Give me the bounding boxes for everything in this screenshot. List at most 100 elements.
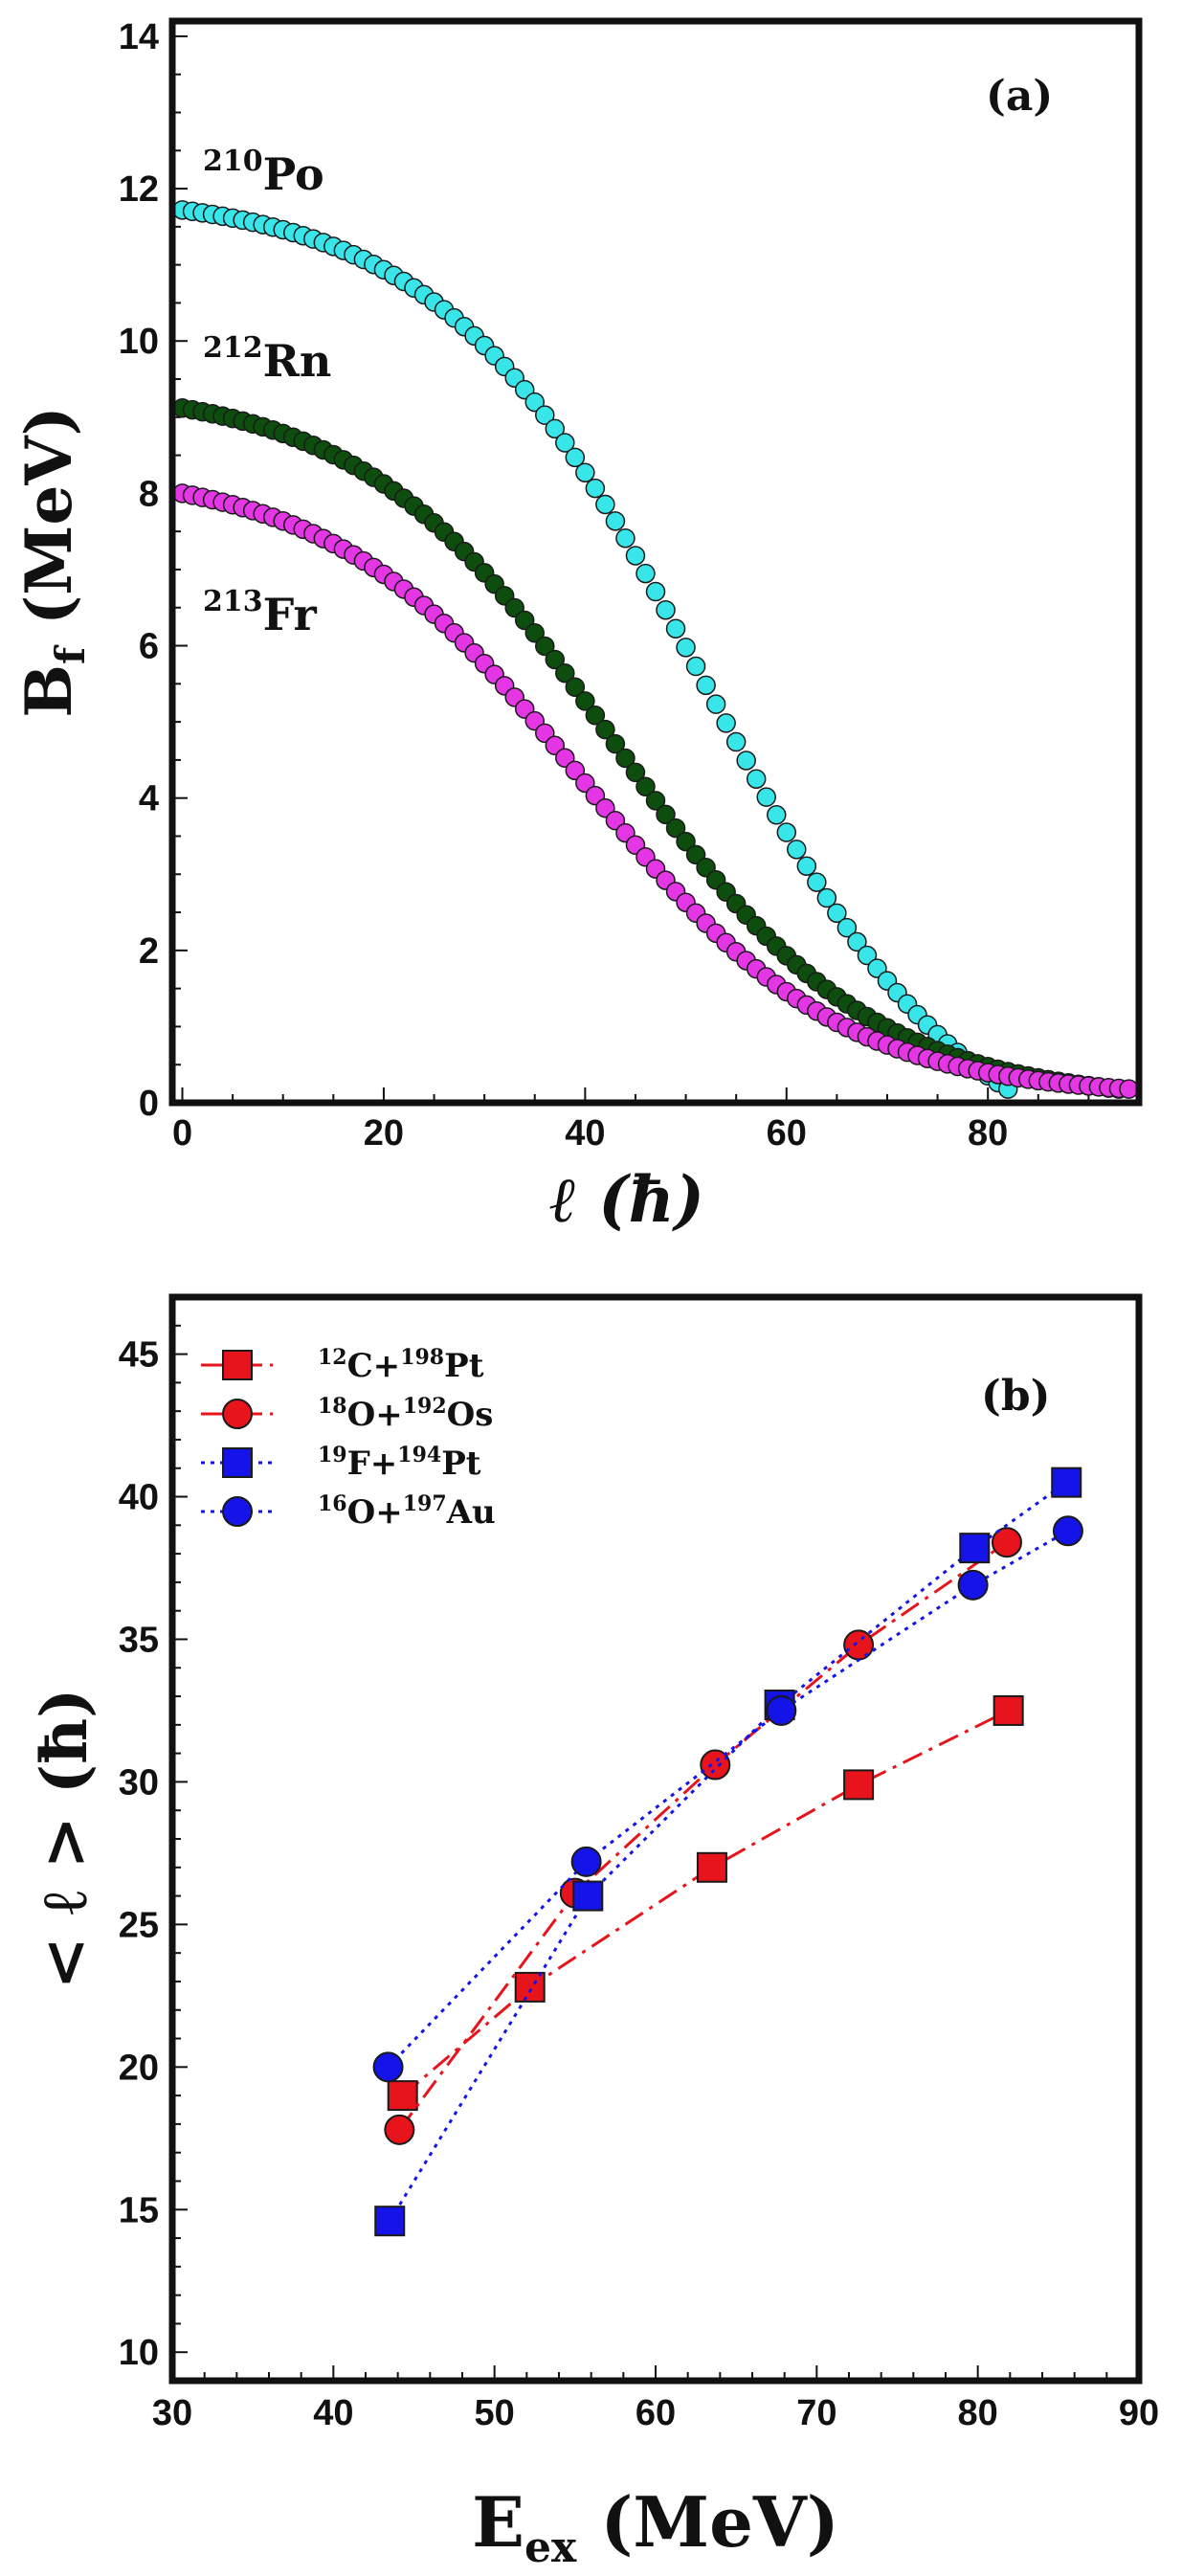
data-point xyxy=(595,719,615,740)
x-tick-label: 80 xyxy=(968,1113,1008,1154)
legend-label: 12C+198Pt xyxy=(318,1345,484,1385)
y-tick-label: 6 xyxy=(139,627,159,667)
y-axis-title: < ℓ > (ħ) xyxy=(27,1689,101,1990)
isotope-label: 212Rn xyxy=(203,331,331,387)
x-tick-label: 60 xyxy=(767,1113,807,1154)
x-axis-title: Eex (MeV) xyxy=(472,2481,839,2572)
data-point xyxy=(535,636,555,657)
x-axis-title: ℓ (ħ) xyxy=(549,1162,704,1237)
series-line xyxy=(401,1709,1010,2097)
x-tick-label: 40 xyxy=(565,1113,605,1154)
y-axis-title: Bf (MeV) xyxy=(11,406,94,718)
x-tick-label: 70 xyxy=(796,2393,836,2433)
data-point xyxy=(555,662,575,683)
legend-marker xyxy=(222,1399,253,1429)
data-point xyxy=(700,1749,731,1781)
y-tick-label: 25 xyxy=(119,1905,159,1945)
y-tick-label: 8 xyxy=(139,474,159,514)
series-C-Pt xyxy=(387,1694,1024,2112)
data-point xyxy=(605,733,626,754)
series-Fr xyxy=(172,483,1139,1099)
data-point xyxy=(636,776,656,796)
data-point xyxy=(746,769,767,789)
legend-label: 16O+197Au xyxy=(318,1491,496,1532)
x-tick-label: 20 xyxy=(364,1113,404,1154)
data-point xyxy=(636,563,656,584)
data-point xyxy=(372,2051,404,2083)
data-point xyxy=(787,840,807,860)
series-line xyxy=(398,1540,1008,2131)
y-tick-label: 4 xyxy=(139,779,159,819)
x-tick-label: 90 xyxy=(1119,2393,1159,2433)
data-point xyxy=(514,610,535,631)
data-point xyxy=(716,713,736,733)
data-point xyxy=(827,903,847,924)
data-point xyxy=(959,1533,991,1564)
y-tick-label: 10 xyxy=(119,2333,159,2373)
series-O-Os xyxy=(384,1527,1022,2145)
data-point xyxy=(387,2080,418,2112)
panel-a: 0 20 40 60 80 0 2 4 6 8 10 12 14 210Po 212Rn 213Fr (a) ℓ … xyxy=(11,17,1143,1237)
data-point xyxy=(725,731,747,752)
x-tick-label: 30 xyxy=(152,2393,192,2433)
x-tick-label: 0 xyxy=(172,1113,192,1154)
y-tick-label: 12 xyxy=(119,169,159,210)
panel-label: (a) xyxy=(986,72,1053,121)
x-tick-label: 50 xyxy=(475,2393,515,2433)
data-point xyxy=(535,405,555,425)
data-point xyxy=(807,872,827,892)
legend-marker xyxy=(222,1447,253,1478)
data-point xyxy=(595,494,615,515)
data-point xyxy=(767,805,787,825)
data-point xyxy=(384,2114,415,2145)
data-point xyxy=(836,917,858,938)
data-point xyxy=(514,1971,546,2003)
data-point xyxy=(585,478,606,499)
y-tick-label: 0 xyxy=(139,1084,159,1124)
panel-label: (b) xyxy=(981,1372,1050,1421)
legend-marker xyxy=(222,1350,253,1380)
y-tick-label: 10 xyxy=(119,322,159,362)
y-tick-label: 14 xyxy=(119,17,159,57)
x-tick-label: 80 xyxy=(958,2393,998,2433)
y-tick-label: 45 xyxy=(119,1335,159,1376)
y-tick-label: 2 xyxy=(139,931,159,972)
data-point xyxy=(847,931,867,952)
data-point xyxy=(685,656,706,677)
data-point xyxy=(575,462,595,482)
data-point xyxy=(570,1846,602,1877)
data-point xyxy=(585,705,606,726)
data-point xyxy=(705,694,726,714)
data-point xyxy=(736,750,756,771)
data-point xyxy=(843,1769,875,1801)
data-point xyxy=(605,511,626,531)
data-point xyxy=(645,581,666,602)
data-point xyxy=(625,762,646,783)
legend-label: 18O+192Os xyxy=(318,1394,493,1434)
data-point xyxy=(615,527,636,549)
data-point xyxy=(756,787,776,807)
data-point xyxy=(665,818,686,839)
data-point xyxy=(545,418,566,439)
legend-label: 19F+194Pt xyxy=(318,1443,481,1483)
plot-frame xyxy=(168,17,1143,1107)
data-point xyxy=(656,599,676,620)
data-point xyxy=(665,618,686,638)
data-point xyxy=(957,1569,989,1601)
series-O-Au xyxy=(372,1515,1083,2083)
data-point xyxy=(545,649,566,670)
data-point xyxy=(776,822,797,842)
y-tick-label: 20 xyxy=(119,2048,159,2088)
data-point xyxy=(991,1527,1022,1558)
x-tick-label: 60 xyxy=(636,2393,676,2433)
data-point xyxy=(524,623,545,643)
series-line xyxy=(387,1529,1069,2069)
data-point xyxy=(656,804,676,825)
isotope-label: 210Po xyxy=(203,145,324,200)
legend-marker xyxy=(222,1496,253,1527)
data-point xyxy=(857,945,878,966)
data-point xyxy=(992,1694,1024,1726)
x-tick-label: 40 xyxy=(313,2393,353,2433)
